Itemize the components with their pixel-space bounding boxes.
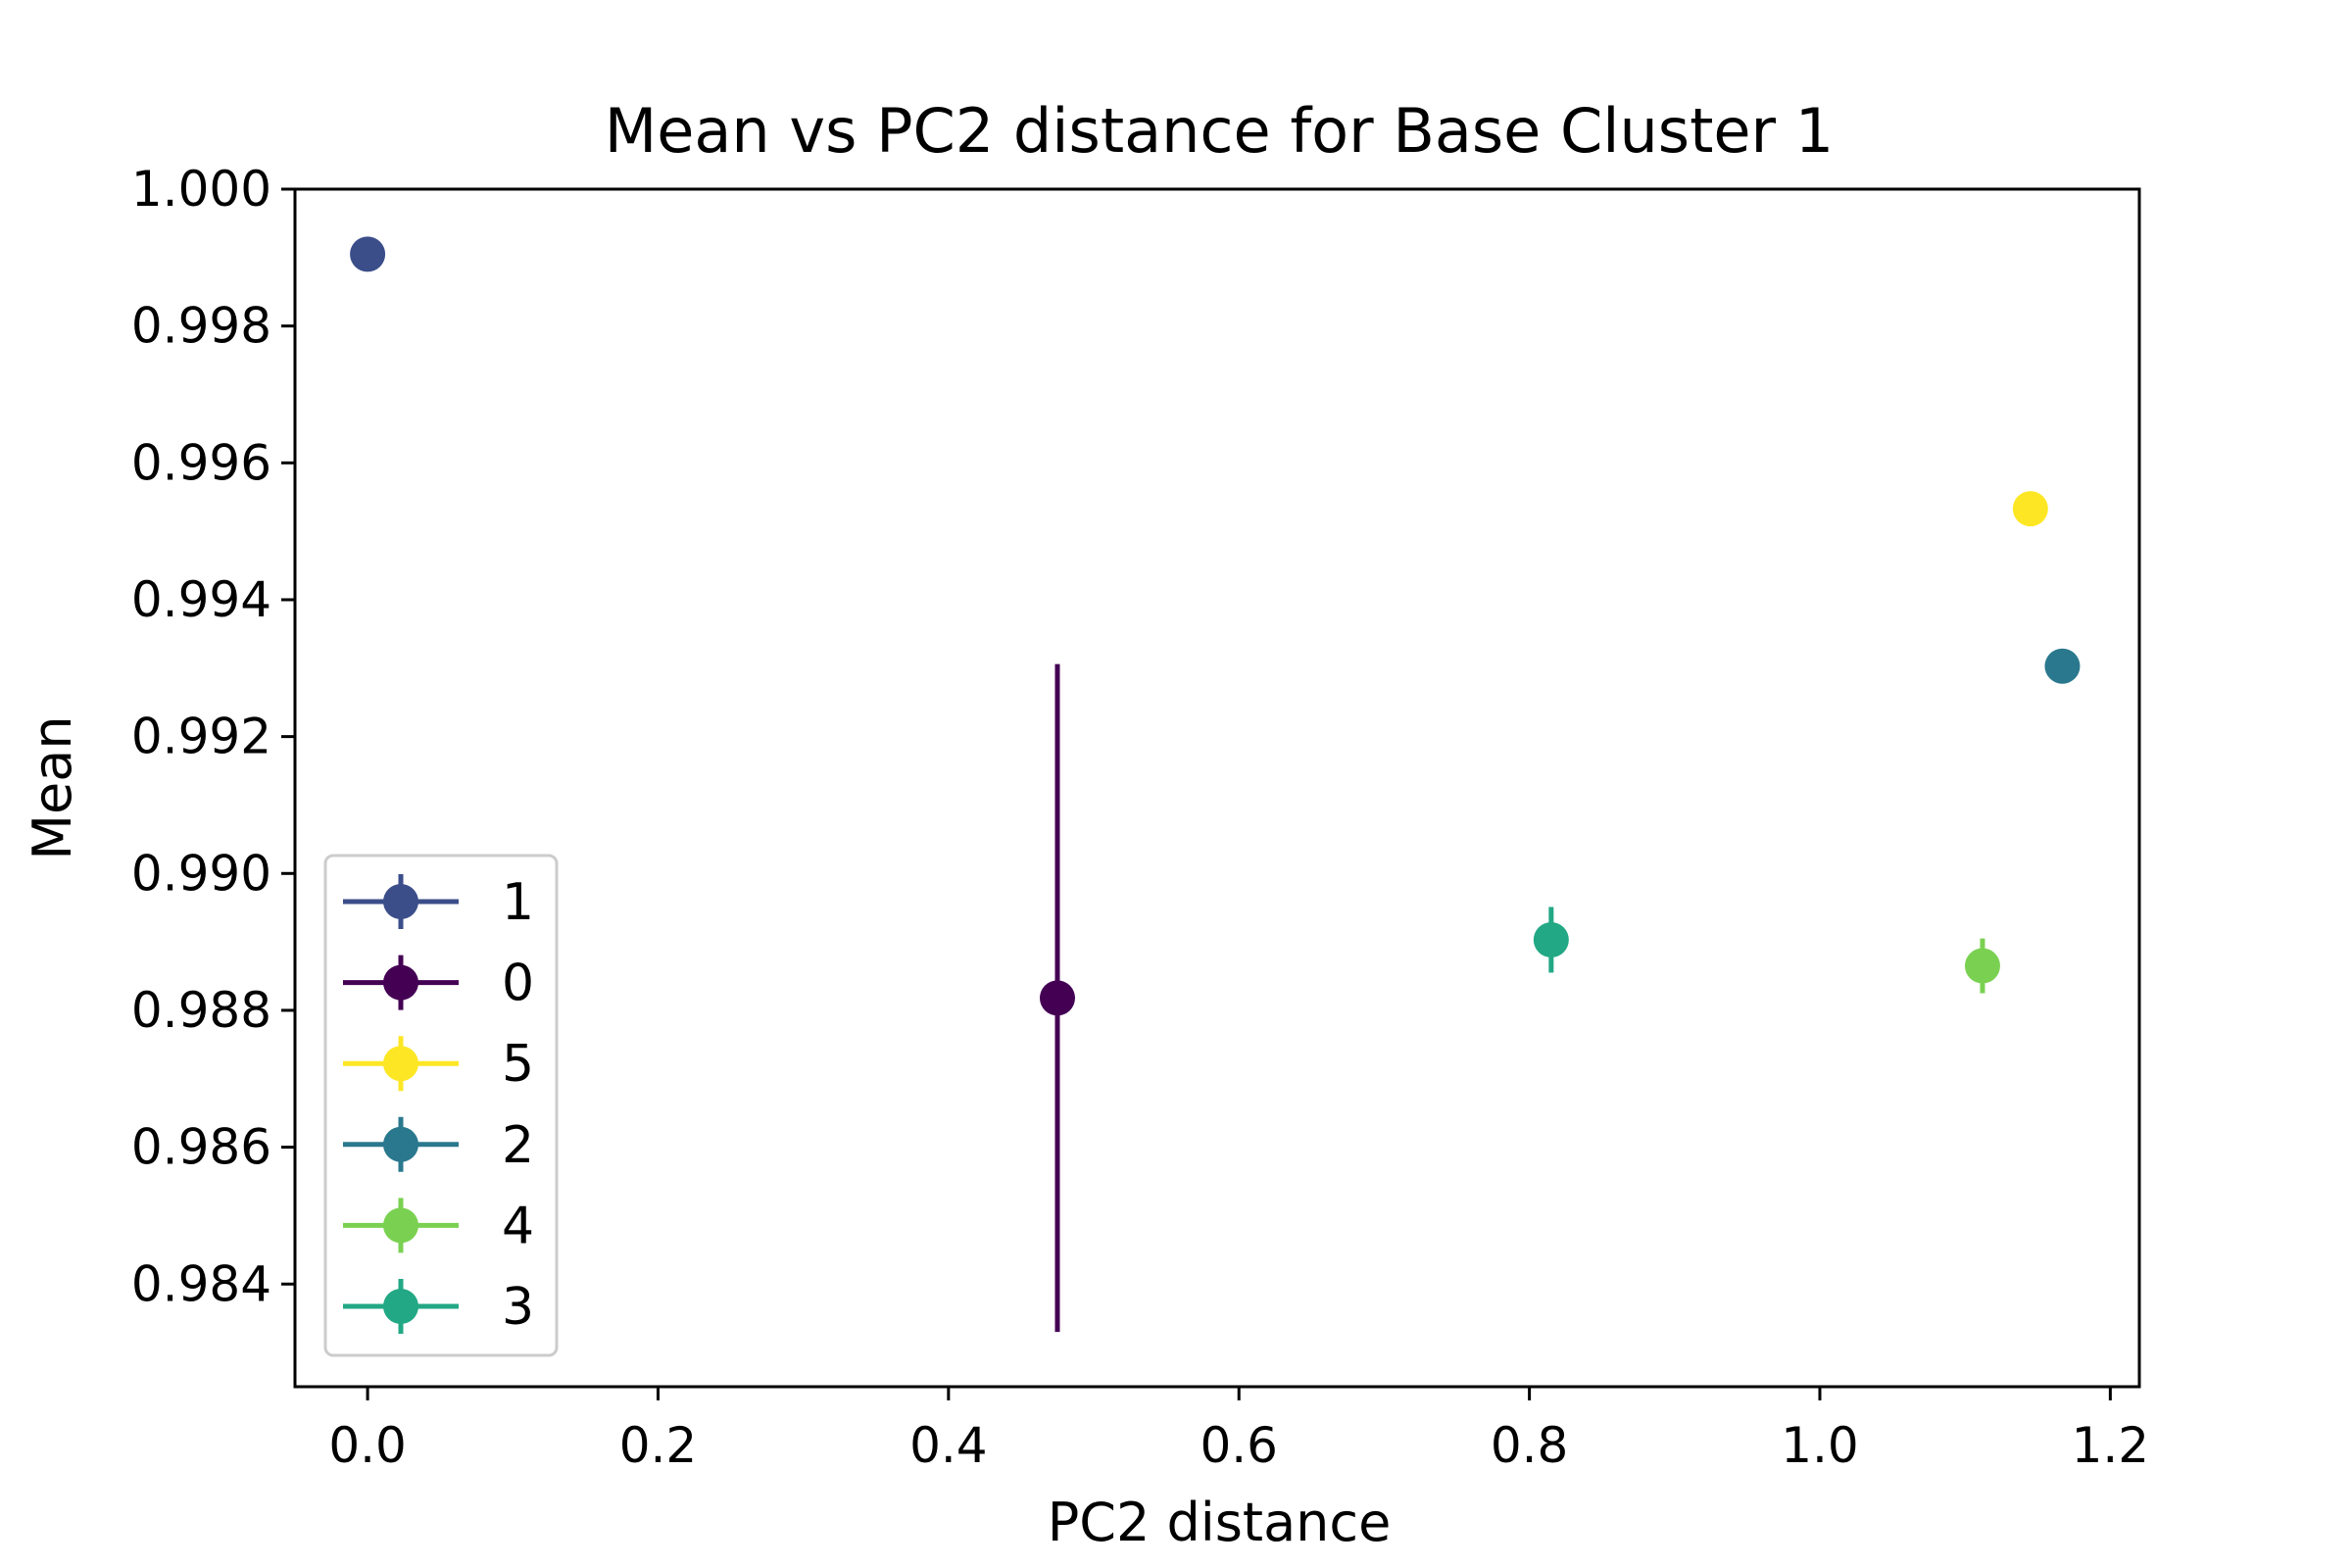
legend-marker	[383, 1289, 418, 1324]
x-axis-label: PC2 distance	[1048, 1492, 1392, 1553]
legend-label: 0	[502, 955, 534, 1013]
legend-label: 1	[502, 873, 534, 932]
x-tick-label: 0.6	[1200, 1417, 1278, 1474]
legend-marker	[383, 1126, 418, 1162]
y-axis: 1.000 0.998 0.996 0.994 0.992 0.990 0.988 0.986…	[131, 161, 295, 1312]
data-point-series-0	[1039, 980, 1075, 1016]
legend-item-0: 0	[343, 955, 534, 1013]
x-tick-label: 0.4	[909, 1417, 988, 1474]
data-point-series-2	[2044, 648, 2081, 684]
legend-label: 2	[502, 1116, 534, 1175]
y-tick-label: 1.000	[131, 161, 271, 218]
x-tick-label: 0.2	[619, 1417, 698, 1474]
y-tick-label: 0.988	[131, 982, 271, 1039]
data-point-series-4	[1964, 948, 2000, 984]
legend-marker	[383, 964, 418, 1001]
y-tick-label: 0.984	[131, 1255, 271, 1312]
legend-item-3: 3	[343, 1278, 534, 1337]
legend-marker	[383, 1207, 418, 1244]
chart-title: Mean vs PC2 distance for Base Cluster 1	[605, 95, 1834, 167]
legend-item-1: 1	[343, 873, 534, 932]
x-axis: 0.0 0.2 0.4 0.6 0.8 1.0 1.2	[328, 1387, 2149, 1474]
x-tick-label: 0.8	[1491, 1417, 1569, 1474]
legend-marker	[383, 884, 418, 919]
y-tick-label: 0.998	[131, 298, 271, 355]
data-point-series-1	[350, 236, 386, 272]
y-tick-label: 0.992	[131, 709, 271, 765]
data-point-series-3	[1533, 922, 1569, 958]
x-tick-label: 0.0	[328, 1417, 407, 1474]
plot-area	[293, 187, 2141, 1389]
legend-label: 3	[502, 1278, 534, 1337]
y-tick-label: 0.996	[131, 434, 271, 491]
legend: 1 0 5 2 4 3	[323, 854, 559, 1357]
legend-label: 4	[502, 1197, 534, 1255]
legend-item-4: 4	[343, 1197, 534, 1255]
y-axis-label: Mean	[22, 715, 83, 859]
y-tick-label: 0.986	[131, 1119, 271, 1176]
data-point-series-5	[2012, 491, 2048, 527]
y-tick-label: 0.990	[131, 845, 271, 902]
legend-label: 5	[502, 1035, 534, 1094]
legend-item-2: 2	[343, 1116, 534, 1175]
x-tick-label: 1.2	[2072, 1417, 2150, 1474]
legend-marker	[383, 1046, 418, 1082]
legend-item-5: 5	[343, 1035, 534, 1094]
x-tick-label: 1.0	[1781, 1417, 1859, 1474]
y-tick-label: 0.994	[131, 571, 271, 628]
data-marks	[350, 236, 2081, 1333]
